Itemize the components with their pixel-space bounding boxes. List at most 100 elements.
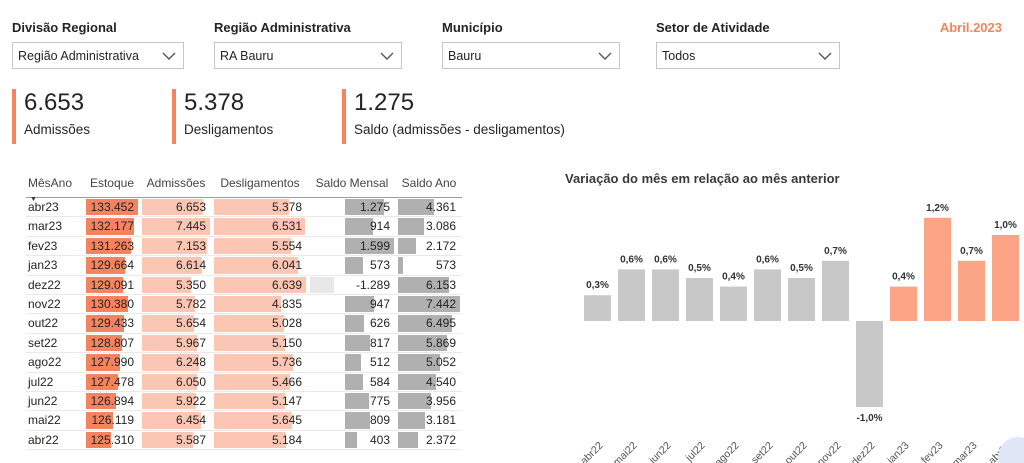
municipio-dropdown[interactable]: Bauru [442,42,620,69]
period-label: Abril.2023 [939,20,1002,35]
table-row[interactable]: jan23 129.664 6.614 6.041 573 573 [26,256,462,276]
desligamentos-cell: 5.147 [212,392,308,410]
setor-atividade-dropdown[interactable]: Todos [656,42,840,69]
data-bar [398,315,453,332]
regiao-administrativa-dropdown[interactable]: RA Bauru [214,42,402,69]
desligamentos-cell: 6.639 [212,276,308,294]
cell-value: 5.378 [271,200,302,214]
table-row[interactable]: mai22 126.119 6.454 5.645 809 3.181 [26,411,462,431]
mesano-cell: mai22 [28,413,61,428]
table-row[interactable]: jul22 127.478 6.050 5.466 584 4.540 [26,373,462,392]
estoque-cell: 127.990 [84,353,140,371]
data-bar [344,392,369,410]
table-row[interactable]: abr23 133.452 6.653 5.378 1.275 4.361 [26,198,462,218]
bar-fev23[interactable] [924,217,951,321]
bar-nov22[interactable] [822,260,849,321]
bar-jul22[interactable] [686,278,713,321]
kpi-label: Desligamentos [184,122,274,137]
saldo-mensal-cell: 947 [308,295,396,313]
desligamentos-cell: 5.378 [212,198,308,216]
data-bar [398,334,447,352]
table-row[interactable]: out22 129.433 5.654 5.028 626 6.495 [26,314,462,334]
kpi-value: 1.275 [354,89,415,116]
bar-set22[interactable] [754,269,781,321]
divisao-regional-dropdown[interactable]: Região Administrativa [12,42,184,69]
bar-dez22[interactable] [856,321,883,407]
saldo-ano-cell: 573 [396,256,462,274]
data-bar [310,276,334,293]
bar-jan23[interactable] [890,286,917,321]
data-label: 0,7% [824,246,847,257]
cell-value: 6.041 [271,258,302,273]
saldo-ano-cell: 2.372 [396,431,462,449]
data-bar [344,373,363,390]
admissoes-cell: 6.050 [140,373,212,391]
bar-mar23[interactable] [958,260,985,321]
header-saldo-mensal[interactable]: Saldo Mensal [315,176,389,190]
monthly-table: MêsAno ▼ Estoque Admissões Desligamentos… [26,172,462,451]
data-bar [142,218,210,235]
bar-ago22[interactable] [720,286,747,321]
estoque-cell: 128.807 [84,334,140,352]
data-bar [214,354,294,371]
cell-value: 6.614 [175,258,206,273]
table-row[interactable]: ago22 127.990 6.248 5.736 512 5.052 [26,353,462,373]
cell-value: 817 [369,335,390,350]
table-row[interactable]: abr22 125.310 5.587 5.184 403 2.372 [26,431,462,451]
admissoes-cell: 5.967 [140,334,212,352]
bar-mai22[interactable] [618,269,645,321]
cell-value: 133.452 [90,200,134,214]
cell-value: 5.922 [175,393,206,408]
saldo-ano-cell: 4.361 [396,198,462,216]
data-bar [86,257,126,274]
cell-value: 6.639 [271,277,302,292]
sort-descending-icon: ▼ [30,196,37,203]
cell-value: 2.172 [425,238,456,253]
table-row[interactable]: jun22 126.894 5.922 5.147 775 3.956 [26,392,462,412]
chevron-down-icon [162,52,176,60]
x-tick-label: jan23 [884,440,911,463]
data-bar [344,295,374,313]
filter-label: Município [442,20,503,35]
data-bar [344,334,370,352]
desligamentos-cell: 5.466 [212,373,308,391]
saldo-mensal-cell: 403 [308,431,396,449]
table-row[interactable]: dez22 129.091 5.350 6.639 -1.289 6.153 [26,276,462,295]
estoque-cell: 126.894 [84,392,140,410]
header-estoque[interactable]: Estoque [89,176,135,190]
cell-value: 126.894 [90,393,134,408]
data-bar [214,392,286,410]
bar-abr23[interactable] [992,235,1019,321]
data-bar [142,373,198,390]
data-bar [398,295,460,313]
cell-value: 5.052 [425,355,456,370]
data-bar [86,354,120,371]
table-row[interactable]: nov22 130.380 5.782 4.835 947 7.442 [26,295,462,315]
cell-value: 128.807 [90,335,134,350]
estoque-cell: 130.380 [84,295,140,313]
cell-value: 132.177 [90,219,134,234]
x-tick-label: jun22 [646,440,673,463]
cell-value: 127.990 [90,355,134,370]
data-bar [214,412,293,429]
bar-abr22[interactable] [584,295,611,321]
admissoes-cell: 6.653 [140,198,212,216]
desligamentos-cell: 5.736 [212,353,308,371]
cell-value: 5.350 [175,277,206,292]
header-saldo-ano[interactable]: Saldo Ano [401,176,457,190]
bar-out22[interactable] [788,278,815,321]
header-admissoes[interactable]: Admissões [146,176,206,190]
saldo-mensal-cell: -1.289 [308,276,396,294]
table-row[interactable]: set22 128.807 5.967 5.150 817 5.869 [26,334,462,354]
filter-setor-atividade: Setor de Atividade Todos [656,18,840,69]
cell-value: 3.181 [425,413,456,428]
table-row[interactable]: mar23 132.177 7.445 6.531 914 3.086 [26,217,462,237]
data-bar [214,199,289,216]
bar-jun22[interactable] [652,269,679,321]
cell-value: 1.275 [359,200,390,214]
table-row[interactable]: fev23 131.263 7.153 5.554 1.599 2.172 [26,237,462,257]
saldo-mensal-cell: 512 [308,353,396,371]
header-desligamentos[interactable]: Desligamentos [220,176,300,190]
header-mesano[interactable]: MêsAno ▼ [26,172,84,203]
mesano-cell: out22 [28,316,59,331]
